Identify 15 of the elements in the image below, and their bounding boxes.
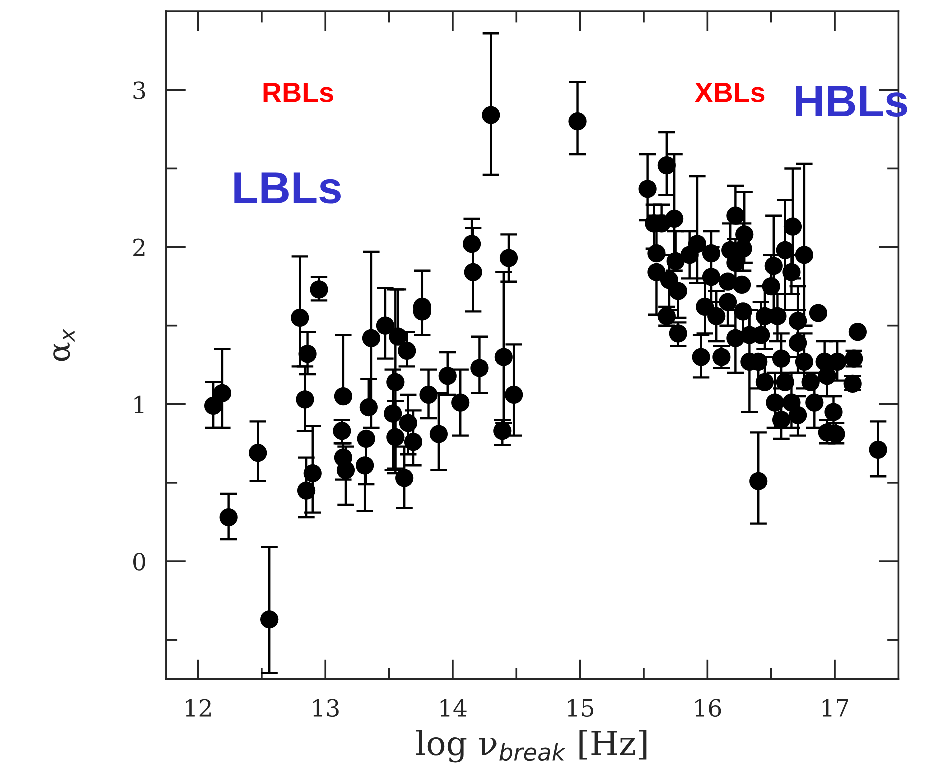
x-tick-label: 14	[440, 699, 467, 717]
y-tick-label: 3	[134, 82, 146, 100]
x-tick-label: 16	[696, 699, 722, 718]
y-tick-label: 0	[134, 552, 146, 571]
x-tick-label: 13	[313, 699, 339, 718]
annotation: RBLs	[264, 83, 334, 103]
x-tick-label: 15	[568, 699, 594, 718]
annotation: LBLs	[234, 172, 341, 204]
x-tick-label: 17	[822, 699, 848, 717]
x-tick-label: 12	[186, 699, 211, 717]
y-tick-label: 2	[134, 238, 145, 256]
y-tick-label: 1	[134, 396, 144, 414]
y-axis-title: α$_{x}$	[54, 328, 75, 362]
annotation: XBLs	[695, 83, 765, 103]
x-axis-title: log ν$_{break}$ [Hz]	[416, 730, 647, 763]
